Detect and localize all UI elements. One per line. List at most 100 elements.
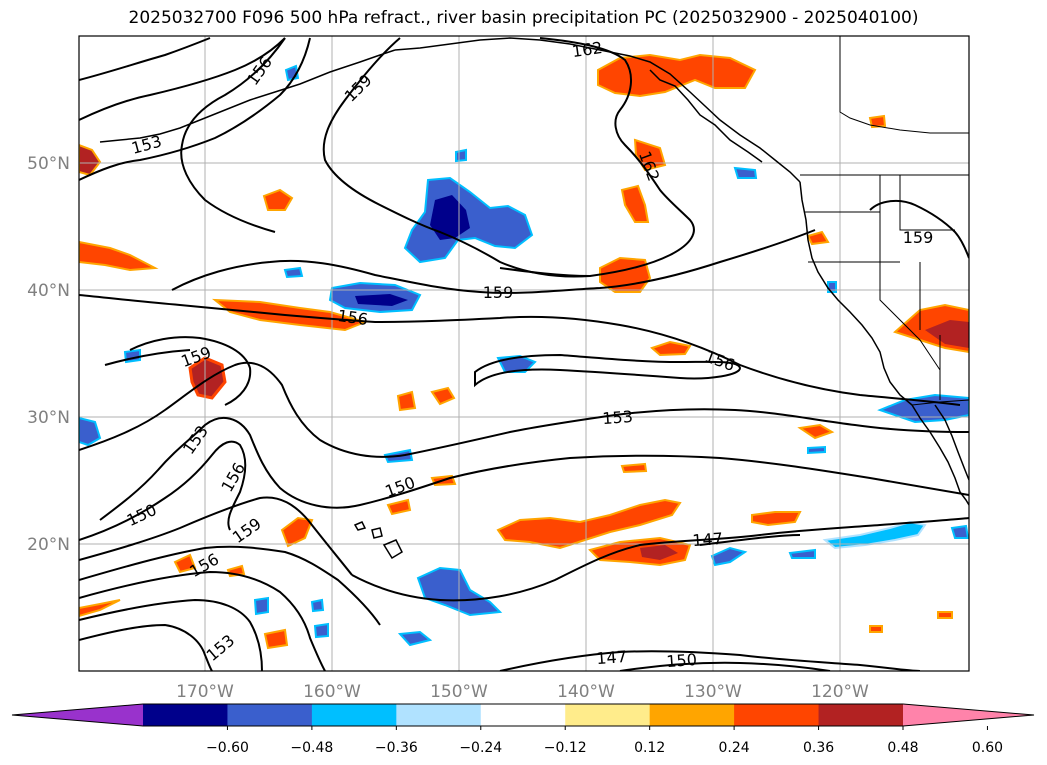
contour-150-arc: [99, 416, 969, 521]
map-frame: [78, 35, 970, 672]
border-alaska-canada: [839, 36, 969, 134]
lon-label: 160°W: [303, 682, 361, 702]
precip-blob-137w-22n-band: [496, 498, 682, 550]
colorbar-tick-label: −0.36: [375, 740, 418, 756]
precip-blob-small-f: [937, 611, 953, 619]
contour-label: 153: [602, 407, 634, 428]
contour-159-upper: [322, 37, 591, 278]
colorbar-outline: [11, 703, 1035, 727]
precip-blob-small-c: [386, 498, 412, 516]
lon-label: 140°W: [557, 682, 615, 702]
lat-label: 40°N: [27, 281, 70, 301]
precip-blob-small-v: [788, 548, 816, 559]
precip-blob-160w-22n: [280, 516, 314, 548]
contour-159-east: [869, 199, 969, 259]
contour-label: 147: [596, 647, 628, 668]
colorbar-segment: [480, 704, 566, 726]
precip-blob-132w-35n: [650, 340, 692, 357]
lat-label: 20°N: [27, 535, 70, 555]
precip-blob-west-edge: [79, 143, 102, 177]
precip-blob-118w-20n: [822, 520, 927, 550]
precip-blob-135w-48n: [620, 184, 650, 223]
colorbar: −0.60 −0.48 −0.36 −0.24 −0.12 0.12 0.24 0.36 0.4…: [11, 703, 1035, 756]
colorbar-segment: [565, 704, 651, 726]
precip-blob-small-q: [313, 622, 329, 639]
precip-blob-small-h: [263, 628, 289, 650]
contour-159-lower: [79, 496, 353, 576]
colorbar-tick-label: −0.48: [290, 740, 333, 756]
precip-blob-128w-18n: [710, 546, 748, 567]
precip-blob-170w-33n: [188, 356, 227, 400]
precip-blob-141w-31n-b: [430, 386, 456, 406]
precip-blob-small-s: [950, 524, 969, 539]
colorbar-segment: [734, 704, 820, 726]
contour-label: 159: [903, 228, 934, 247]
colorbar-segment: [311, 704, 397, 726]
lon-label: 170°W: [176, 682, 234, 702]
contour-159-closed-nw: [474, 353, 742, 388]
coastline-us-west: [799, 181, 913, 406]
contour-label: 150: [666, 650, 698, 671]
map-panel: 162 156 159 153 162 159 159 156 159 156 …: [78, 35, 970, 672]
precip-blob-west-30n: [79, 416, 102, 447]
contour-lower-band-3: [79, 598, 263, 671]
border-state-ca-nv: [879, 262, 941, 371]
contour-147-right: [699, 534, 801, 546]
coastline-baja: [911, 404, 969, 506]
lon-label: 130°W: [684, 682, 742, 702]
contour-153-upper: [79, 37, 286, 121]
contour-label: 159: [483, 283, 514, 302]
precip-blob-170w-45n: [79, 240, 159, 272]
precip-blob-small-j: [455, 148, 467, 163]
precip-blob-small-o: [253, 596, 269, 616]
lon-label: 120°W: [811, 682, 869, 702]
contour-lower-band-2: [79, 570, 326, 671]
coastlines: [99, 37, 969, 560]
lat-label: 30°N: [27, 408, 70, 428]
contour-156-upper: [180, 37, 286, 233]
lon-label: 150°W: [430, 682, 488, 702]
colorbar-tick-label: −0.60: [206, 740, 249, 756]
colorbar-segment: [649, 704, 735, 726]
precip-blob-150w-45n-core: [430, 195, 470, 240]
contour-159-middle: [171, 229, 816, 294]
precip-blob-133w-19n-core: [640, 545, 678, 560]
coastline-hawaii-3: [382, 539, 403, 560]
contour-label: 156: [336, 306, 369, 329]
precip-blob-155w-39n-core: [355, 294, 408, 306]
precip-blob-124w-22n: [751, 511, 802, 527]
precip-blob-small-e: [868, 114, 887, 129]
precip-blob-133w-19n: [588, 536, 692, 567]
colorbar-extend-low: [12, 704, 143, 726]
colorbar-segment: [143, 704, 228, 726]
coastline-hawaii-1: [353, 521, 367, 531]
precip-blob-143w-31n: [396, 390, 417, 412]
coastline-alaska-peninsula: [99, 49, 396, 143]
precip-blob-small-g: [869, 625, 883, 633]
contour-156-nw: [79, 37, 211, 81]
precip-blob-175w-15n: [79, 599, 121, 618]
map-title: 2025032700 F096 500 hPa refract., river …: [128, 8, 919, 28]
political-borders: [800, 36, 969, 406]
colorbar-tick-label: −0.12: [544, 740, 587, 756]
lat-label: 50°N: [27, 154, 70, 174]
contour-147-lower: [351, 517, 969, 602]
contour-label: 162: [571, 38, 604, 61]
contour-156-middle: [79, 294, 961, 406]
precip-blob-small-p: [310, 598, 325, 613]
border-state-mt: [899, 175, 955, 231]
precip-blob-163w-47n: [262, 188, 294, 211]
precip-blob-small-k: [733, 166, 758, 179]
precip-blob-small-u: [807, 445, 826, 455]
contour-162-north: [499, 37, 695, 278]
colorbar-segment: [818, 704, 904, 726]
coastline-bc-inside: [649, 69, 763, 163]
longitude-labels: 170°W 160°W 150°W 140°W 130°W 120°W: [176, 682, 869, 702]
precip-blob-nevada-core: [925, 320, 969, 348]
contour-150-bottom: [619, 661, 831, 671]
colorbar-tick-label: 0.24: [719, 740, 750, 756]
contour-lower-band-4: [79, 623, 213, 671]
coastline-hawaii-2: [371, 527, 383, 539]
colorbar-segment: [396, 704, 482, 726]
colorbar-tick-label: 0.60: [972, 740, 1003, 756]
